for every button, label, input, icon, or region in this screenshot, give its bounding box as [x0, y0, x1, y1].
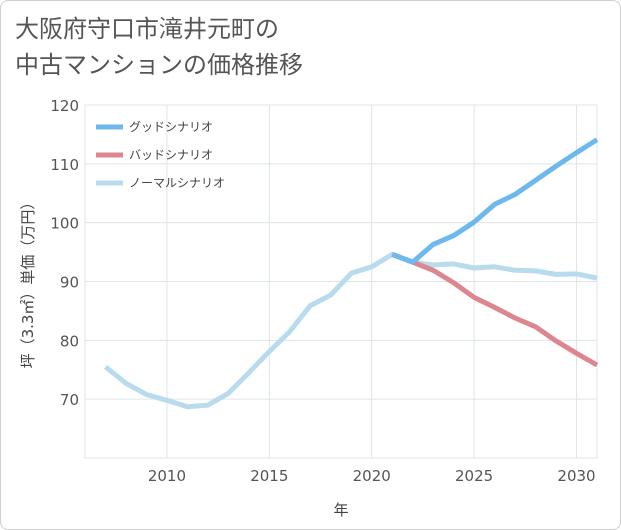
y-tick-label: 100	[50, 215, 79, 233]
y-tick-label: 70	[60, 391, 79, 409]
chart-title-line2: 中古マンションの価格推移	[15, 51, 303, 79]
grid-lines	[84, 104, 598, 459]
y-tick-label: 90	[60, 274, 79, 292]
series-line-2	[103, 251, 598, 410]
y-axis-label: 坪（3.3㎡）単価（万円）	[19, 195, 37, 369]
y-tick-label: 120	[50, 97, 79, 115]
series-lines	[103, 137, 599, 410]
x-tick-label: 2015	[250, 467, 288, 485]
x-tick-label: 2020	[353, 467, 391, 485]
x-axis-label: 年	[333, 501, 348, 519]
x-tick-labels: 2010 2015 2020 2025 2030	[148, 467, 596, 485]
legend-label: グッドシナリオ	[129, 120, 213, 134]
chart-title: 大阪府守口市滝井元町の 中古マンションの価格推移	[15, 11, 435, 83]
series-line-0	[391, 137, 599, 265]
chart-title-line1: 大阪府守口市滝井元町の	[15, 15, 279, 43]
legend-label: ノーマルシナリオ	[129, 176, 225, 190]
x-tick-label: 2025	[455, 467, 493, 485]
series-line-1	[391, 252, 599, 368]
legend-label: バッドシナリオ	[129, 148, 213, 162]
x-tick-label: 2030	[557, 467, 595, 485]
y-tick-label: 80	[60, 332, 79, 350]
y-tick-labels: 70 80 90 100 110 120	[50, 97, 79, 409]
y-tick-label: 110	[50, 156, 79, 174]
x-tick-label: 2010	[148, 467, 186, 485]
